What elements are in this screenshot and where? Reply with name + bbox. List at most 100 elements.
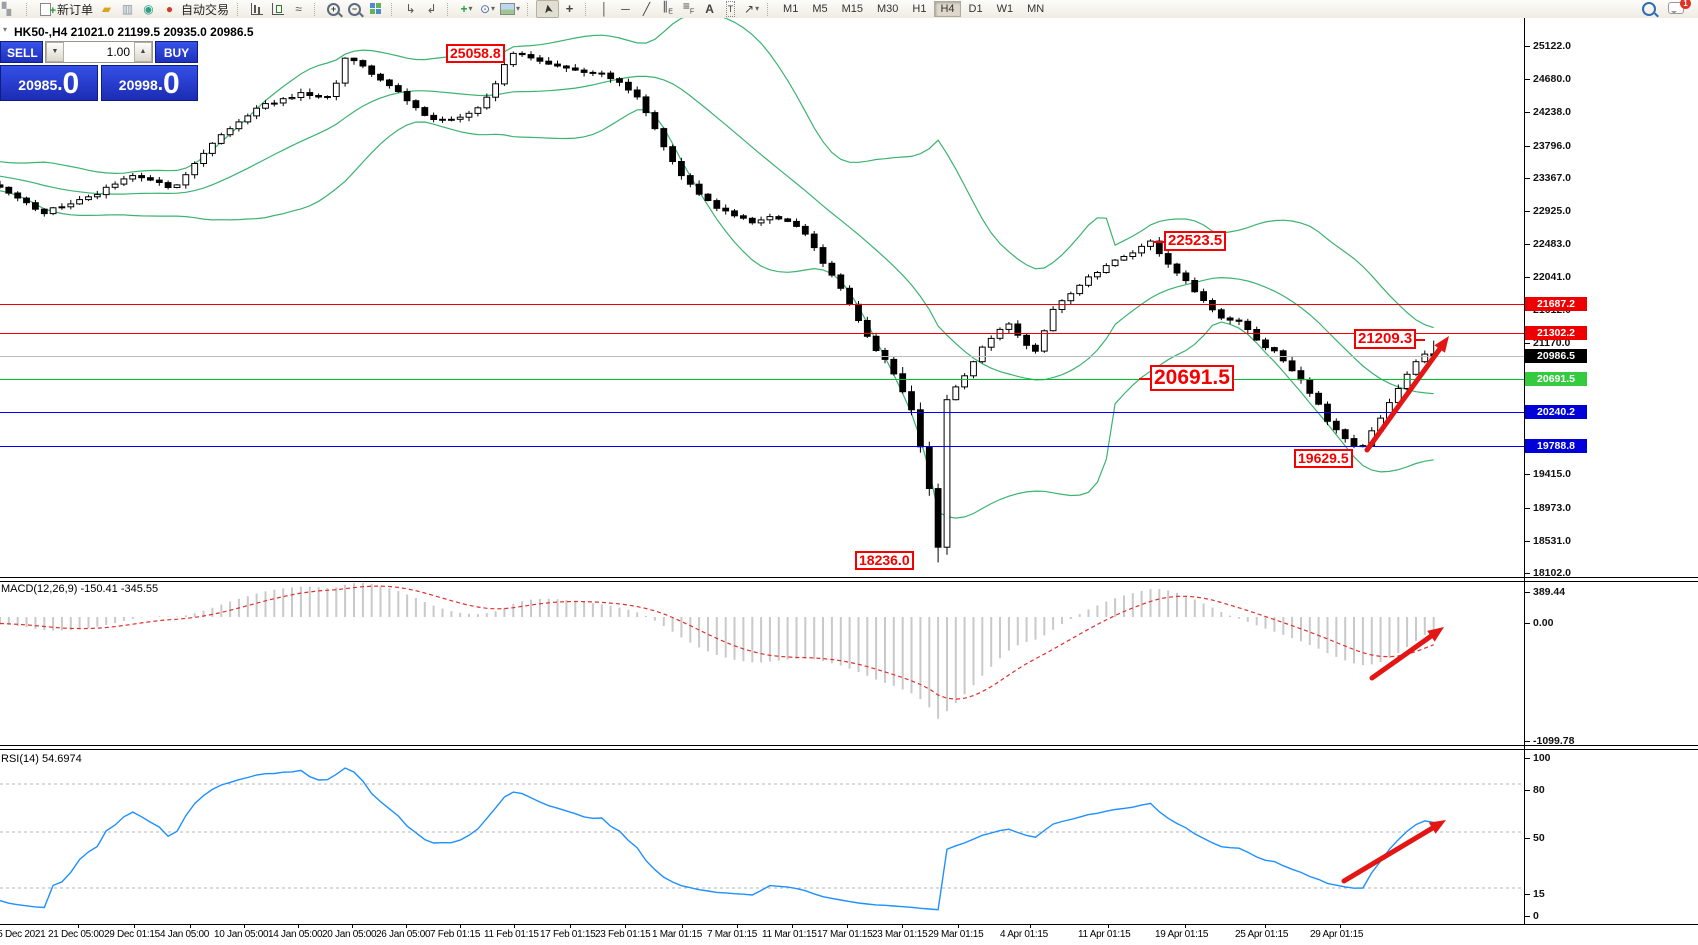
time-axis-label: 17 Feb 01:15: [540, 929, 596, 940]
vertical-line-button[interactable]: │: [600, 2, 609, 16]
timeframe-h4-button[interactable]: H4: [934, 1, 961, 17]
time-axis-label: 15 Dec 2021: [0, 929, 46, 940]
time-axis-tick: [244, 925, 245, 928]
signals-icon[interactable]: ◉: [143, 2, 154, 16]
time-axis-tick: [1108, 925, 1109, 928]
auto-trading-button[interactable]: ●: [165, 2, 174, 16]
horizontal-line-19788.8[interactable]: [0, 446, 1524, 447]
timeframe-mn-button[interactable]: MN: [1027, 3, 1045, 15]
price-annotation[interactable]: 18236.0: [855, 551, 914, 570]
text-button[interactable]: A: [705, 2, 714, 16]
panel-separator[interactable]: [0, 745, 1698, 750]
time-axis-tick: [298, 925, 299, 928]
objects-list-button[interactable]: ↲: [426, 2, 437, 16]
search-icon[interactable]: [1642, 2, 1656, 16]
tile-windows-button[interactable]: [365, 1, 386, 17]
trendline-button[interactable]: ╱: [642, 2, 651, 16]
bollinger-band: [0, 109, 1434, 519]
equidistant-channel-button[interactable]: ∥E: [662, 0, 673, 16]
timeframe-w1-button[interactable]: W1: [996, 3, 1014, 15]
add-indicator-button[interactable]: + ▾: [460, 2, 473, 16]
auto-trading-button-label[interactable]: 自动交易: [181, 2, 230, 17]
trend-arrow[interactable]: [1341, 825, 1435, 884]
time-axis-tick: [190, 925, 191, 928]
volume-increase-button[interactable]: ▲: [134, 42, 152, 62]
horizontal-line-21687.2[interactable]: [0, 304, 1524, 305]
macd-axis-label: 389.44: [1524, 586, 1566, 598]
indicators-button[interactable]: ↳: [405, 2, 416, 16]
horizontal-line-21302.2[interactable]: [0, 333, 1524, 334]
notification-badge: 1: [1680, 0, 1691, 9]
periods-button[interactable]: ⊙ ▾: [479, 2, 496, 16]
fibonacci-button[interactable]: ≡F: [682, 0, 695, 16]
time-axis-label: 29 Dec 01:15: [104, 929, 160, 940]
symbol-ohlc-header: HK50-,H4 21021.0 21199.5 20935.0 20986.5: [14, 25, 254, 39]
line-chart-button[interactable]: ≈: [295, 2, 302, 16]
price-axis-label: 23796.0: [1525, 140, 1571, 152]
timeframe-h1-button[interactable]: H1: [912, 3, 927, 15]
zoom-out-button[interactable]: −: [344, 1, 365, 17]
price-annotation[interactable]: 21209.3: [1354, 329, 1426, 349]
text-label-button[interactable]: T: [720, 1, 741, 17]
crosshair-button[interactable]: +: [565, 1, 574, 16]
terminal-icon[interactable]: ▥: [121, 2, 134, 16]
zoom-in-button[interactable]: +: [323, 1, 344, 17]
timeframe-m15-button[interactable]: M15: [841, 3, 864, 15]
timeframe-m5-button[interactable]: M5: [812, 3, 828, 15]
time-axis-tick: [1185, 925, 1186, 928]
timeframe-m1-button[interactable]: M1: [783, 3, 799, 15]
horizontal-line-20240.2[interactable]: [0, 412, 1524, 413]
price-annotation[interactable]: 25058.8: [446, 44, 505, 63]
bollinger-band: [0, 18, 1434, 329]
price-axis-label: 18102.0: [1525, 567, 1571, 579]
new-order-button-label[interactable]: 新订单: [57, 2, 94, 17]
horizontal-line-20691.5[interactable]: [0, 379, 1524, 380]
time-axis-tick: [682, 925, 683, 928]
buy-price[interactable]: 20998. 0: [100, 65, 198, 101]
trend-arrow[interactable]: [1369, 633, 1434, 681]
price-tag-20240.2: 20240.2: [1525, 405, 1587, 419]
time-axis-tick: [847, 925, 848, 928]
buy-button[interactable]: BUY: [155, 41, 198, 63]
templates-button[interactable]: ▾: [498, 1, 522, 17]
chart-workspace[interactable]: 21687.2 21302.2 20986.5 20691.5 20240.2 19788…: [0, 18, 1698, 945]
notifications-icon[interactable]: 1: [1668, 0, 1691, 17]
timeframe-d1-button[interactable]: D1: [968, 3, 983, 15]
price-axis-label: 22483.0: [1525, 238, 1571, 250]
time-axis-tick: [514, 925, 515, 928]
new-order-button[interactable]: +: [35, 1, 56, 17]
horizontal-line-20986.5[interactable]: [0, 356, 1524, 357]
clipped-chart-icon[interactable]: ▚: [1, 2, 12, 16]
price-tag-21687.2: 21687.2: [1525, 297, 1587, 311]
time-axis-tick: [134, 925, 135, 928]
candlestick-chart-button[interactable]: [267, 1, 288, 17]
time-axis-label: 14 Jan 05:00: [268, 929, 323, 940]
timeframe-m30-button[interactable]: M30: [877, 3, 899, 15]
panel-separator[interactable]: [0, 577, 1698, 582]
arrows-button[interactable]: ↗ ▾: [744, 2, 760, 16]
rsi-indicator-label: RSI(14) 54.6974: [1, 753, 82, 765]
volume-stepper[interactable]: ▼ 1.00 ▲: [45, 41, 153, 63]
chevron-down-icon[interactable]: ▾: [3, 25, 8, 34]
volume-decrease-button[interactable]: ▼: [46, 42, 64, 62]
sell-button[interactable]: SELL: [0, 41, 43, 63]
cursor-button[interactable]: ➤: [536, 0, 560, 18]
time-axis-label: 25 Apr 01:15: [1235, 929, 1289, 940]
trend-arrow-head: [1434, 336, 1449, 353]
price-axis-label: 22041.0: [1525, 271, 1571, 283]
price-annotation[interactable]: 22523.5: [1152, 231, 1227, 251]
time-axis-line: [0, 924, 1698, 925]
price-annotation[interactable]: 20691.5: [1139, 365, 1234, 392]
trend-arrow[interactable]: [1364, 346, 1443, 453]
price-annotation[interactable]: 19629.5: [1294, 449, 1353, 468]
bar-chart-button[interactable]: [246, 1, 267, 17]
price-tag-21302.2: 21302.2: [1525, 326, 1587, 340]
time-axis-tick: [1340, 925, 1341, 928]
horizontal-line-button[interactable]: ─: [621, 2, 630, 16]
time-axis-tick: [406, 925, 407, 928]
history-icon[interactable]: ▰: [101, 2, 112, 16]
sell-price[interactable]: 20985. 0: [0, 65, 98, 101]
volume-input[interactable]: 1.00: [106, 45, 130, 59]
trend-arrow-head: [1428, 820, 1446, 834]
